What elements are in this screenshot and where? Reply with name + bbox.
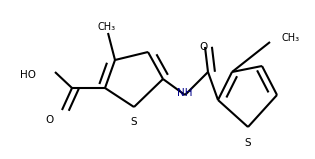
- Text: O: O: [46, 115, 54, 125]
- Text: NH: NH: [177, 88, 193, 98]
- Text: S: S: [245, 138, 251, 148]
- Text: S: S: [131, 117, 137, 127]
- Text: O: O: [199, 42, 207, 52]
- Text: CH₃: CH₃: [98, 22, 116, 32]
- Text: CH₃: CH₃: [282, 33, 300, 43]
- Text: HO: HO: [20, 70, 36, 80]
